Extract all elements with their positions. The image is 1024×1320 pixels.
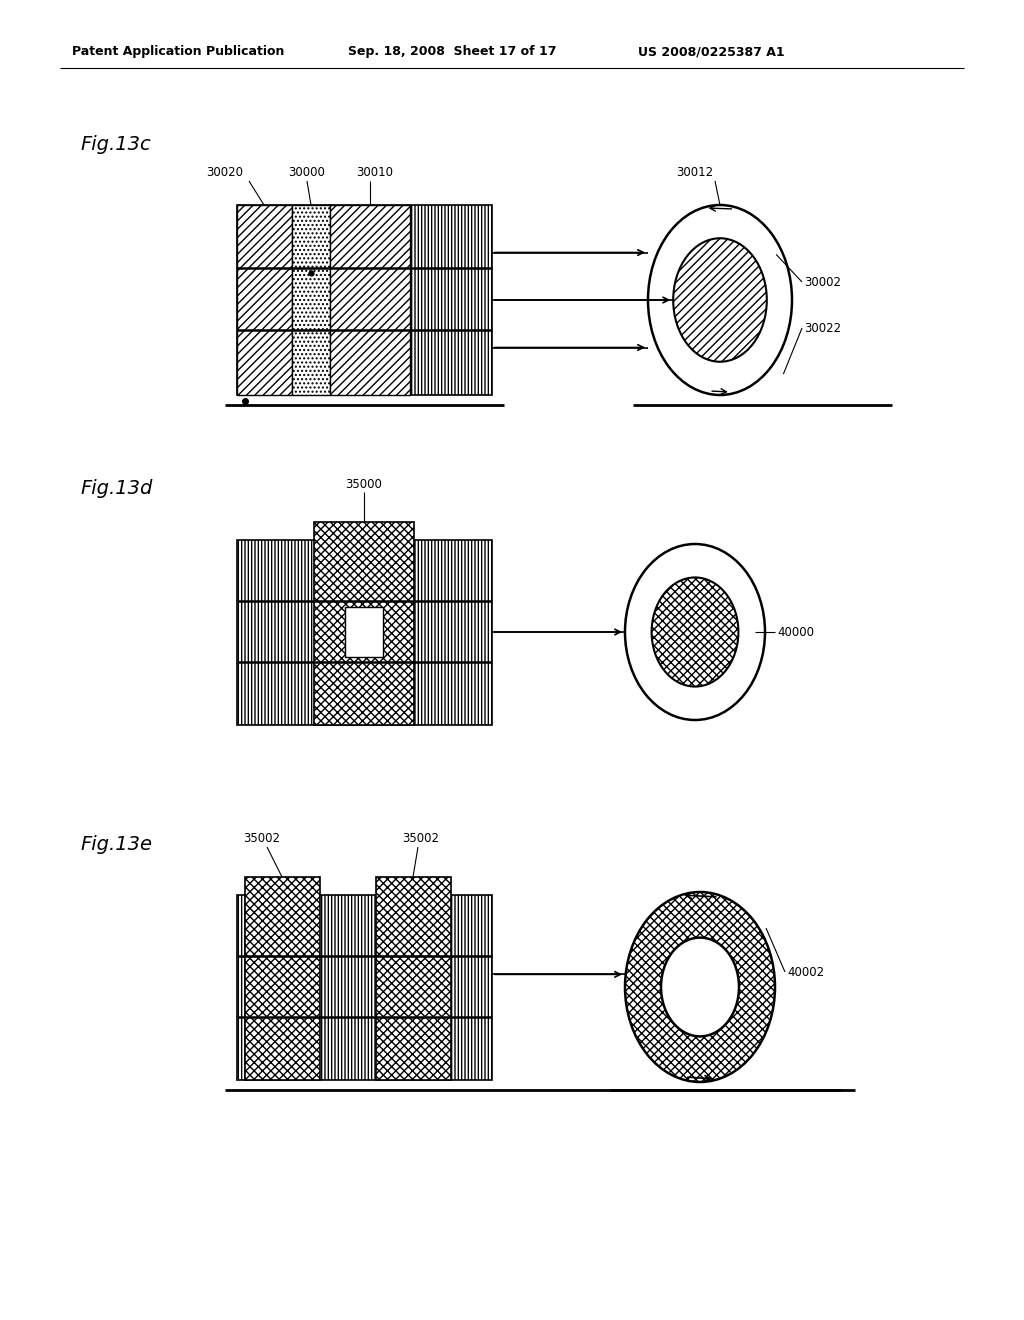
Bar (376, 876, 451, 1080)
Ellipse shape (673, 238, 767, 362)
Bar (345, 607, 383, 657)
Text: Patent Application Publication: Patent Application Publication (72, 45, 285, 58)
Text: 30000: 30000 (289, 166, 326, 180)
Bar (237, 540, 492, 725)
Text: 40002: 40002 (787, 965, 824, 978)
Text: Sep. 18, 2008  Sheet 17 of 17: Sep. 18, 2008 Sheet 17 of 17 (348, 45, 556, 58)
Ellipse shape (651, 577, 738, 686)
Text: Fig.13e: Fig.13e (80, 836, 152, 854)
Bar (330, 205, 410, 395)
Text: Fig.13d: Fig.13d (80, 479, 153, 498)
Text: Fig.13c: Fig.13c (80, 136, 151, 154)
Text: 30010: 30010 (356, 166, 393, 180)
Ellipse shape (625, 544, 765, 719)
Text: 30022: 30022 (804, 322, 841, 334)
Bar (237, 205, 492, 395)
Text: 35002: 35002 (244, 833, 281, 846)
Text: 30020: 30020 (207, 166, 244, 180)
Ellipse shape (625, 892, 775, 1082)
Ellipse shape (662, 937, 739, 1036)
Text: 35002: 35002 (402, 833, 439, 846)
Text: 35000: 35000 (345, 478, 382, 491)
Text: US 2008/0225387 A1: US 2008/0225387 A1 (638, 45, 784, 58)
Bar (314, 521, 414, 725)
Ellipse shape (648, 205, 792, 395)
Text: 30002: 30002 (804, 276, 841, 289)
Bar (245, 876, 319, 1080)
Bar (292, 205, 330, 395)
Bar (237, 205, 292, 395)
Text: 30012: 30012 (677, 166, 714, 180)
Bar (237, 895, 492, 1080)
Text: 40000: 40000 (777, 626, 814, 639)
